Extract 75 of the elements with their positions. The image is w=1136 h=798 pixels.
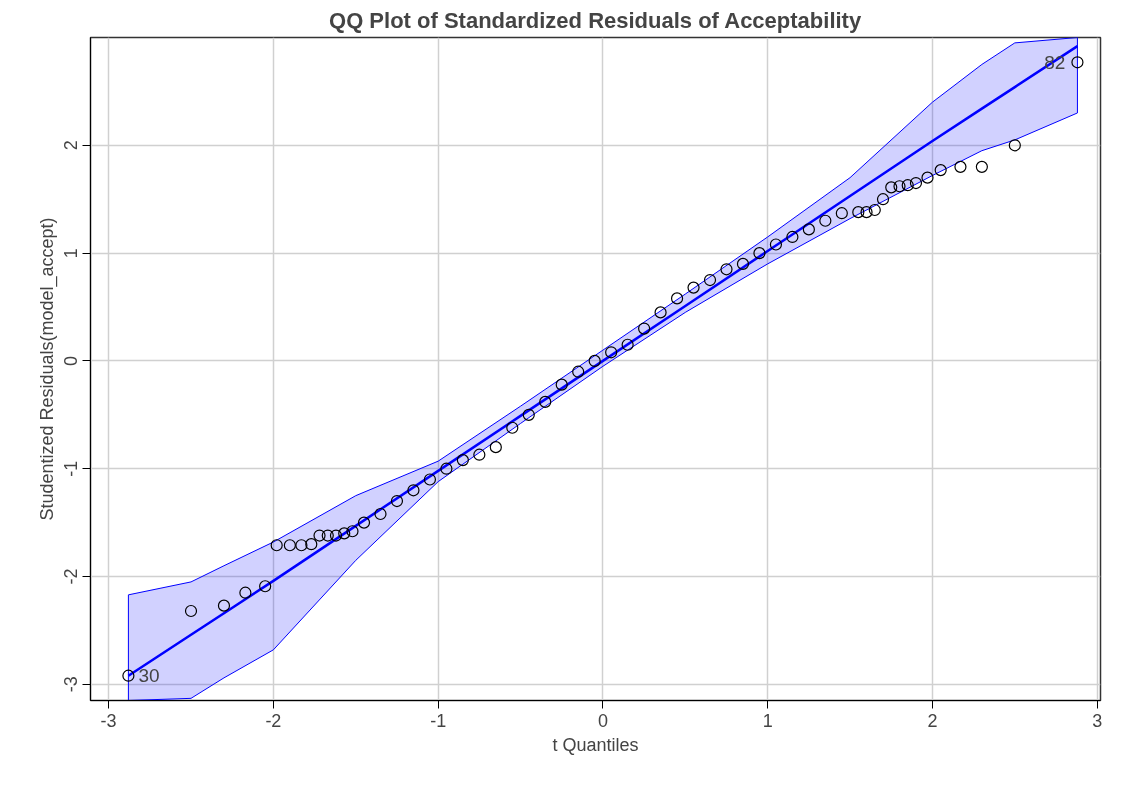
chart-title: QQ Plot of Standardized Residuals of Acceptability (329, 7, 862, 33)
point (217, 599, 231, 612)
point (321, 529, 334, 542)
x-tick-label: -1 (430, 710, 447, 731)
point (259, 580, 272, 593)
point (860, 206, 873, 219)
point (423, 473, 437, 486)
point (522, 408, 535, 421)
point (670, 292, 684, 305)
point (456, 454, 469, 467)
point (555, 378, 568, 391)
point (1008, 139, 1021, 152)
y-tick-label: 1 (61, 248, 82, 259)
point (909, 176, 923, 190)
point (921, 171, 934, 184)
point (305, 538, 318, 551)
point (687, 281, 700, 294)
point (703, 273, 717, 287)
x-axis-title: t Quantiles (552, 734, 639, 755)
point (239, 586, 252, 599)
point (407, 484, 420, 497)
point (588, 354, 601, 367)
point (374, 507, 387, 521)
y-tick-label: -3 (61, 676, 82, 693)
y-tick-label: -2 (61, 568, 82, 585)
point (473, 448, 486, 461)
point (638, 322, 651, 335)
point (295, 539, 308, 552)
point (868, 203, 881, 217)
point (270, 539, 283, 552)
y-tick-label: -1 (61, 460, 82, 477)
point (313, 529, 326, 542)
point (934, 164, 947, 177)
point (885, 181, 898, 194)
point (819, 214, 832, 227)
point (802, 223, 815, 236)
x-tick-label: 1 (762, 710, 773, 731)
y-tick-label: 2 (61, 140, 82, 151)
point (893, 180, 906, 193)
point (539, 395, 552, 408)
point (901, 179, 914, 192)
point (975, 160, 988, 173)
point (329, 529, 343, 542)
point (440, 462, 453, 475)
y-tick-label: 0 (61, 355, 82, 366)
x-tick-label: 3 (1092, 710, 1103, 731)
x-tick-label: -2 (265, 710, 282, 731)
point (954, 160, 967, 173)
point (736, 257, 750, 270)
y-axis-title: Studentized Residuals(model_accept) (36, 217, 58, 521)
annotation: 30 (138, 665, 160, 687)
point (283, 539, 296, 552)
point (786, 230, 799, 244)
point (338, 527, 351, 540)
point (621, 338, 634, 351)
point (852, 206, 865, 219)
point (184, 604, 198, 618)
point (720, 263, 733, 276)
point (346, 525, 359, 538)
point (489, 441, 502, 454)
point (876, 193, 890, 206)
point (1071, 56, 1084, 69)
x-tick-label: 0 (597, 710, 608, 731)
point (357, 516, 371, 529)
point (390, 494, 404, 508)
point (654, 306, 667, 319)
point (753, 247, 766, 260)
point (122, 669, 135, 682)
x-tick-label: 2 (927, 710, 938, 731)
point (506, 421, 519, 434)
point (605, 346, 618, 359)
point (572, 365, 585, 378)
point (769, 238, 783, 251)
point (835, 207, 848, 220)
x-tick-label: -3 (100, 710, 117, 731)
